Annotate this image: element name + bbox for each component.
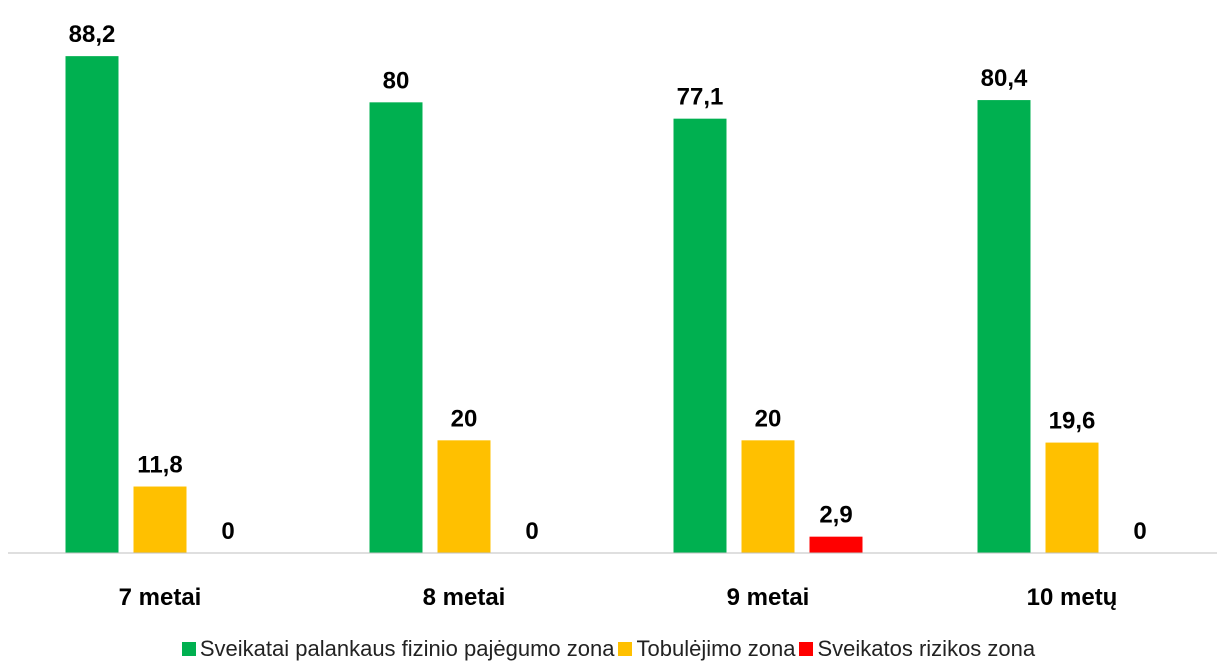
bar <box>65 56 119 553</box>
legend-item: Sveikatai palankaus fizinio pajėgumo zon… <box>181 635 615 662</box>
legend-swatch <box>799 641 814 656</box>
data-label: 80,4 <box>981 65 1028 92</box>
legend-item: Tobulėjimo zona <box>618 636 795 662</box>
x-tick-label: 9 metai <box>727 584 810 611</box>
legend-label: Tobulėjimo zona <box>636 635 796 661</box>
legend: Sveikatai palankaus fizinio pajėgumo zon… <box>0 630 1217 667</box>
bar <box>437 440 491 553</box>
data-label: 20 <box>451 405 478 432</box>
bar <box>369 102 423 553</box>
data-label: 11,8 <box>137 452 182 479</box>
data-label: 80 <box>383 67 410 94</box>
bar <box>673 118 727 554</box>
legend-label: Sveikatos rizikos zona <box>817 635 1036 661</box>
data-label: 88,2 <box>69 21 116 48</box>
data-label: 20 <box>755 405 782 432</box>
legend-swatch <box>181 641 196 656</box>
bar <box>977 100 1031 553</box>
data-label: 77,1 <box>677 84 724 111</box>
data-label: 0 <box>221 518 234 545</box>
data-label: 0 <box>1133 518 1146 545</box>
x-tick-label: 10 metų <box>1027 584 1118 611</box>
data-label: 2,9 <box>819 502 852 529</box>
bar <box>741 440 795 553</box>
x-tick-label: 7 metai <box>119 584 202 611</box>
data-label: 0 <box>525 518 538 545</box>
bar <box>1045 442 1099 553</box>
bar <box>809 536 863 553</box>
x-tick-label: 8 metai <box>423 584 506 611</box>
data-label: 19,6 <box>1049 408 1096 435</box>
legend-label: Sveikatai palankaus fizinio pajėgumo zon… <box>199 635 615 661</box>
bar <box>133 486 187 553</box>
legend-swatch <box>618 641 633 656</box>
legend-item: Sveikatos rizikos zona <box>799 636 1035 662</box>
chart: 88,2 11,8 0 7 metai 80 20 0 8 metai 77,1 20 2,9 9 m… <box>8 21 1217 611</box>
